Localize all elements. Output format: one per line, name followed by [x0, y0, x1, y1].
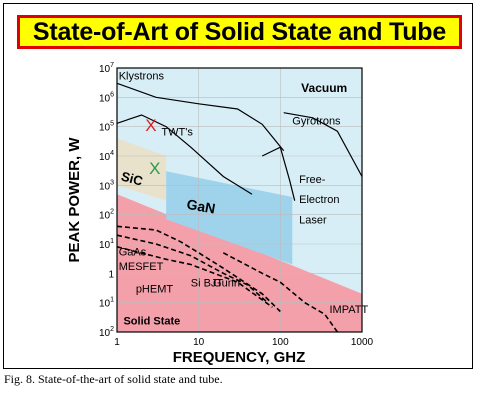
- marker-x-0: X: [145, 116, 156, 135]
- y-tick-label: 104: [99, 150, 114, 163]
- series-gyrotrons: [283, 112, 363, 177]
- y-tick-label: 105: [99, 121, 114, 134]
- series-solid-state-curve-4: [116, 225, 281, 313]
- annotation-gaas: GaAs: [119, 247, 147, 259]
- annotation-electron: Electron: [299, 194, 339, 206]
- marker-x-1: X: [149, 159, 160, 178]
- annotation-si-bjt: Si BJT: [191, 278, 224, 290]
- annotation-solid-state: Solid State: [123, 316, 180, 328]
- x-axis-label: FREQUENCY, GHZ: [173, 349, 306, 366]
- y-tick-label: 106: [99, 91, 114, 104]
- region-gan: [166, 171, 293, 265]
- series-solid-state-curve-6: [116, 246, 273, 308]
- y-tick-label: 102: [99, 209, 114, 222]
- x-tick-label: 10: [193, 337, 205, 348]
- chart-tick-labels: 1 10 100 1000 107 106 105 104 103 102 101 1 101 102: [99, 62, 374, 348]
- annotation-laser: Laser: [299, 214, 327, 226]
- annotation-sic: SiC: [120, 169, 145, 189]
- x-tick-label: 1: [114, 337, 120, 348]
- annotation-klystrons: Klystrons: [119, 71, 165, 83]
- y-tick-label: 107: [99, 62, 114, 75]
- y-tick-label: 101: [99, 297, 114, 310]
- y-axis-label: PEAK POWER, W: [66, 137, 83, 263]
- annotation-phemt: pHEMT: [136, 284, 174, 296]
- chart-annotations: Klystrons Vacuum Gyrotrons TWT's SiC GaN Free-…: [119, 71, 369, 328]
- series-twt-s: [116, 114, 253, 195]
- plot-border: [116, 67, 363, 333]
- page-title: State-of-Art of Solid State and Tube: [32, 17, 447, 46]
- chart-regions: [117, 68, 362, 332]
- x-tick-label: 1000: [351, 337, 374, 348]
- figure-caption: Fig. 8. State-of-the-art of solid state …: [4, 372, 223, 386]
- title-banner: State-of-Art of Solid State and Tube: [17, 15, 462, 49]
- series-solid-state-curve-7: [222, 252, 339, 333]
- annotation-vacuum: Vacuum: [301, 81, 347, 95]
- series-klystrons: [116, 82, 285, 152]
- series-solid-state-curve-5: [116, 234, 269, 304]
- series-free-electron-laser: [261, 146, 296, 201]
- y-tick-label: 101: [99, 238, 114, 251]
- annotation-twt-s: TWT's: [161, 126, 193, 138]
- annotation-gunn: Gunn: [213, 278, 240, 290]
- x-tick-label: 100: [272, 337, 289, 348]
- annotation-mesfet: MESFET: [119, 261, 164, 273]
- annotation-gyrotrons: Gyrotrons: [292, 115, 341, 127]
- y-tick-label: 1: [108, 269, 114, 280]
- y-tick-label: 103: [99, 179, 114, 192]
- annotation-free: Free-: [299, 174, 326, 186]
- chart-markers: XX: [145, 116, 160, 178]
- annotation-gan: GaN: [185, 196, 216, 217]
- chart-series: [116, 82, 363, 333]
- y-tick-label: 102: [99, 326, 114, 339]
- annotation-impatt: IMPATT: [330, 304, 369, 316]
- region-solid-state: [117, 194, 362, 332]
